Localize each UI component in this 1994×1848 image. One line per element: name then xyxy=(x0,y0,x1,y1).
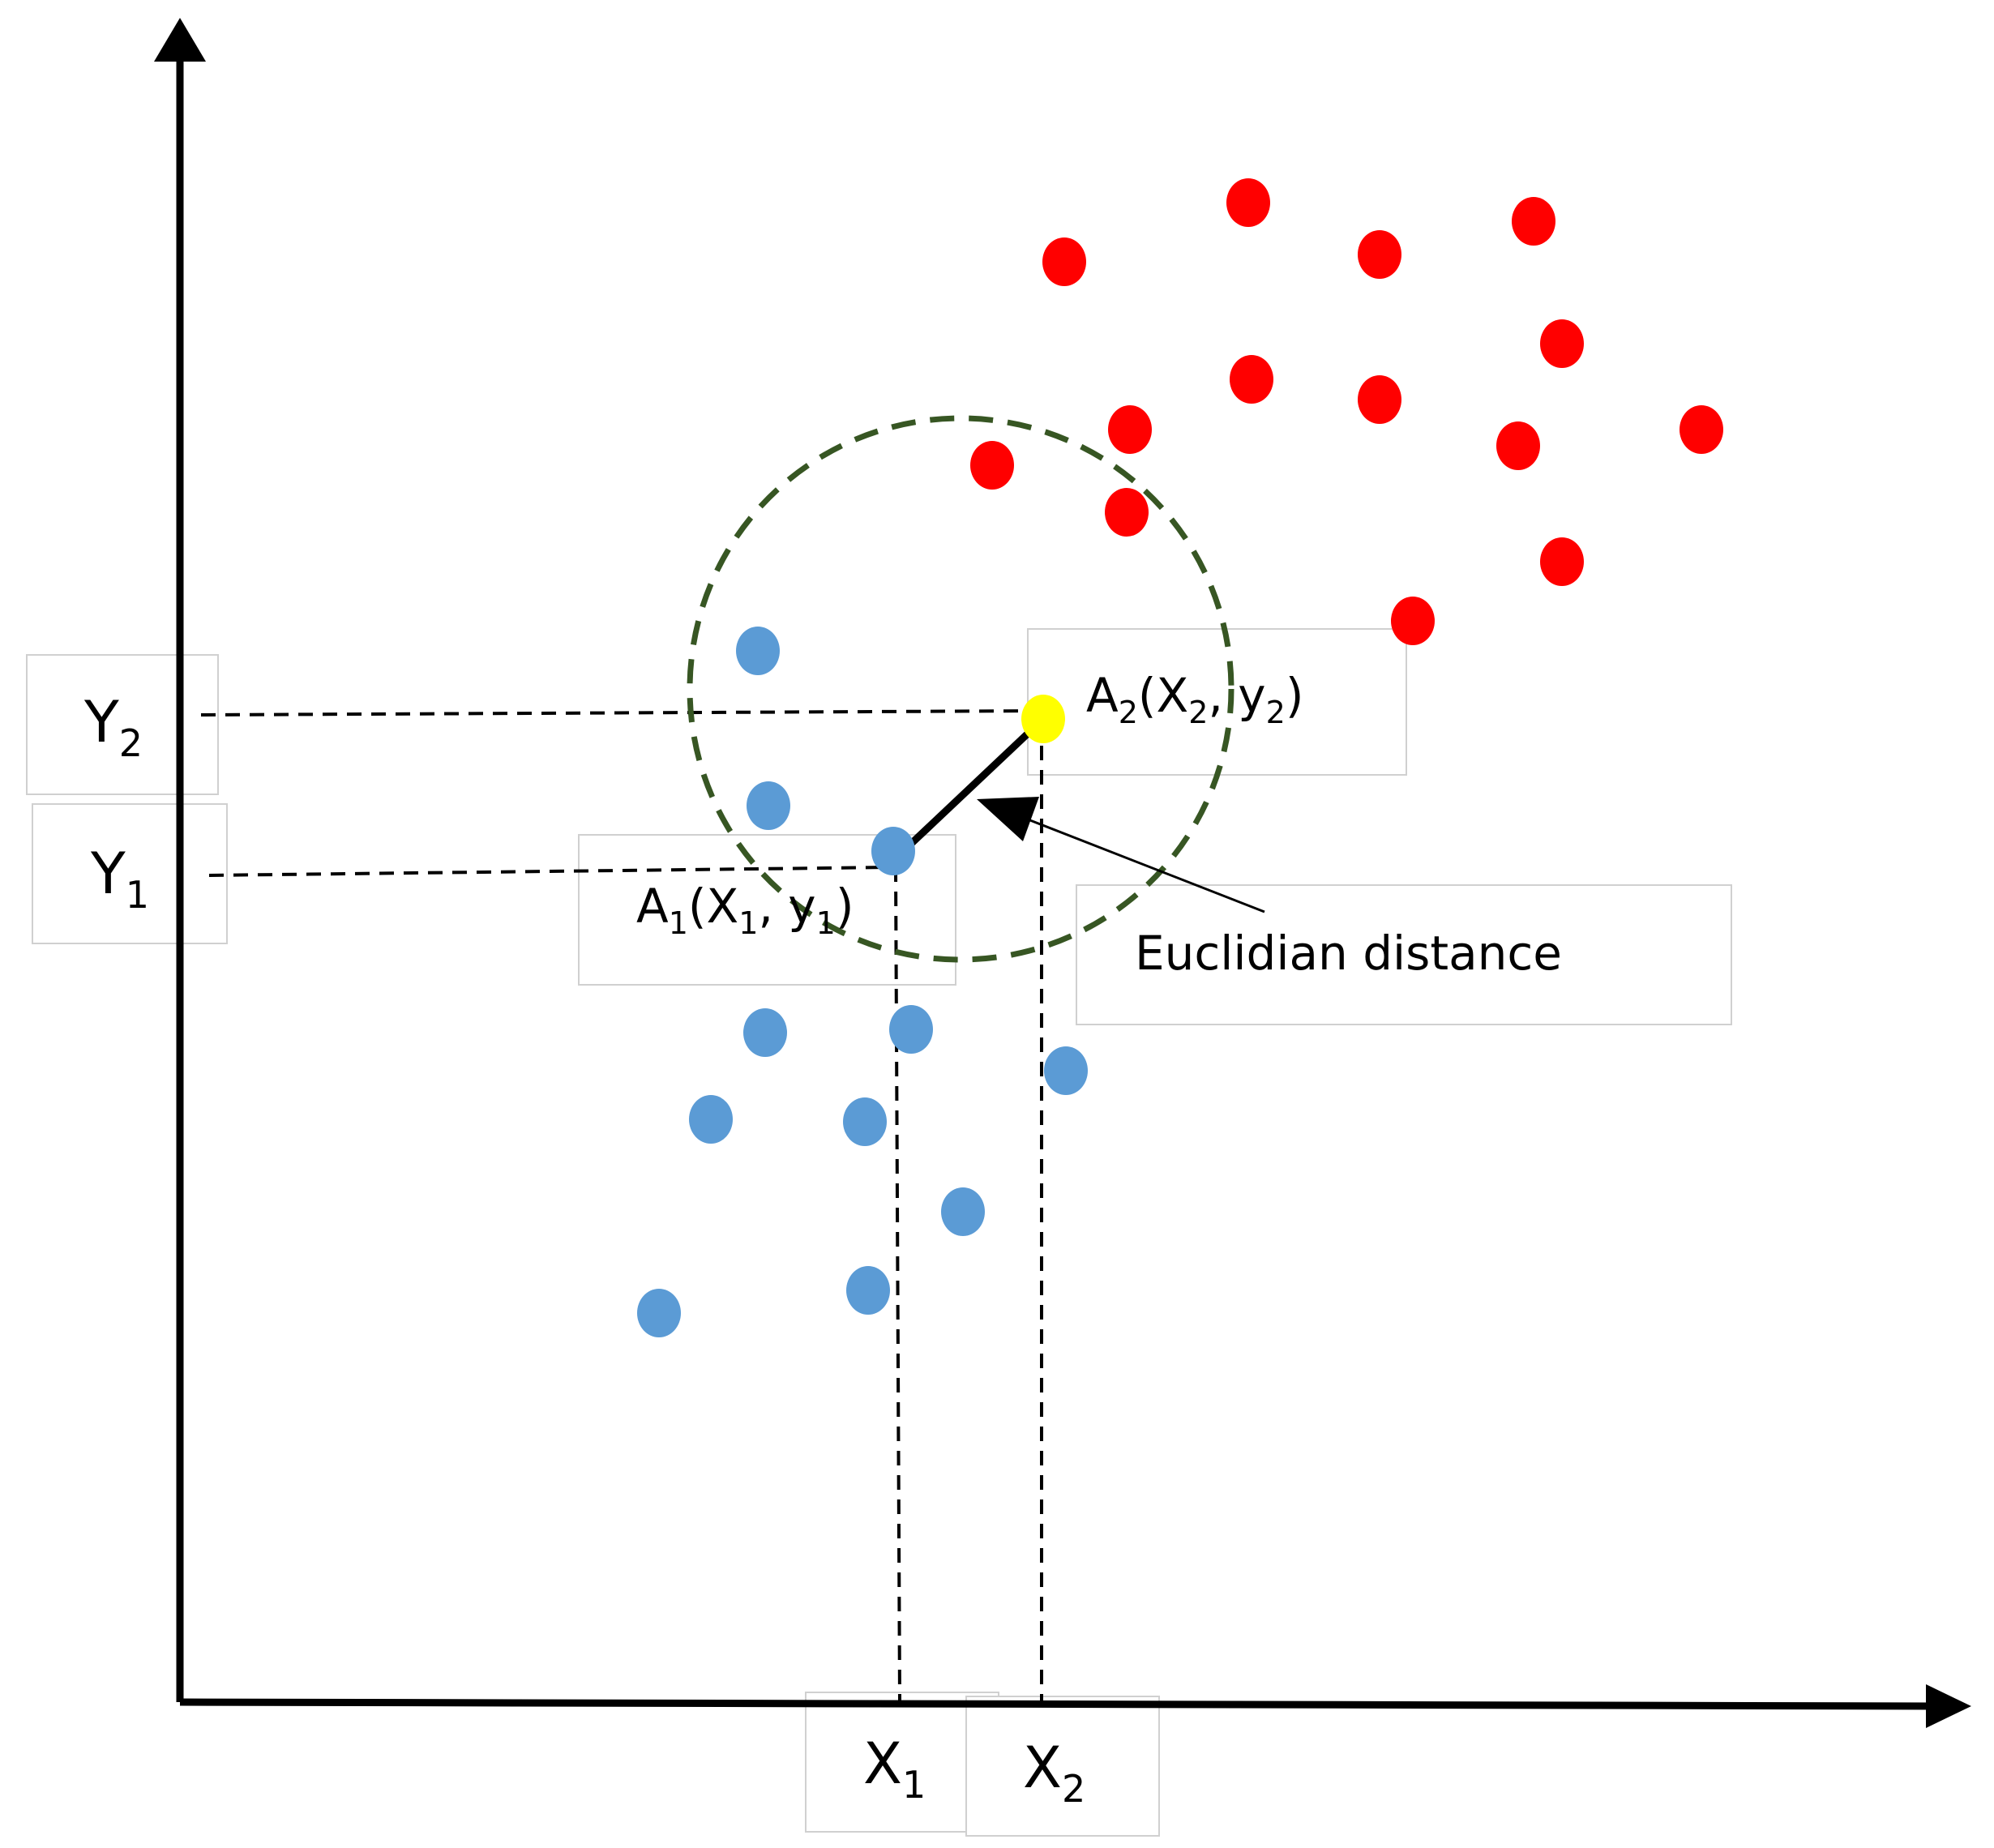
red-point xyxy=(1496,421,1540,470)
neighborhood-circle xyxy=(687,415,1234,963)
red-point xyxy=(1512,197,1555,246)
red-point xyxy=(1042,237,1086,286)
red-point xyxy=(1679,405,1723,454)
distance-label-box xyxy=(1076,884,1732,1025)
blue-point xyxy=(743,1008,787,1057)
red-point xyxy=(1230,355,1273,404)
euclidean-distance-segment xyxy=(909,730,1031,846)
point-a2 xyxy=(1021,695,1065,743)
x2-label-box xyxy=(965,1696,1160,1837)
blue-point xyxy=(1044,1046,1088,1095)
red-point xyxy=(1391,597,1435,645)
x2-axis-label: X2 xyxy=(1023,1735,1085,1811)
a2-label-box xyxy=(1027,628,1407,776)
y1-label-box xyxy=(32,803,228,944)
x1-axis-label: X1 xyxy=(863,1730,926,1807)
y2-label-box xyxy=(26,654,219,795)
red-point xyxy=(1540,319,1584,368)
blue-point xyxy=(846,1266,890,1315)
euclidean-distance-label: Euclidian distance xyxy=(1135,926,1562,981)
distance-pointer-line xyxy=(1019,815,1265,913)
blue-point xyxy=(736,627,780,675)
blue-point xyxy=(637,1289,681,1337)
projection-lines xyxy=(200,709,1043,1703)
point-a2-label: A2(X2, y2) xyxy=(1086,668,1303,730)
blue-class-points xyxy=(637,627,1088,1337)
red-point xyxy=(1108,405,1152,454)
red-point xyxy=(1358,375,1401,424)
red-class-points xyxy=(970,178,1723,645)
y2-axis-label: Y2 xyxy=(83,689,143,765)
y-axis-arrowhead xyxy=(154,18,206,62)
point-a1 xyxy=(871,827,915,875)
y1-axis-label: Y1 xyxy=(90,841,149,917)
red-point xyxy=(1226,178,1270,227)
red-point xyxy=(1540,537,1584,586)
point-a1-label: A1(X1, y1) xyxy=(636,879,854,941)
blue-point xyxy=(689,1095,733,1144)
red-point xyxy=(970,441,1014,490)
red-point xyxy=(1358,230,1401,279)
red-point xyxy=(1105,488,1149,537)
distance-pointer-arrowhead xyxy=(977,797,1039,841)
x1-projection-line xyxy=(894,866,901,1703)
x-axis-arrowhead xyxy=(1926,1684,1971,1728)
x-axis xyxy=(179,1698,1942,1710)
blue-point xyxy=(889,1005,933,1054)
blue-point xyxy=(941,1187,985,1236)
blue-point xyxy=(843,1097,887,1146)
blue-point xyxy=(747,781,790,830)
y1-projection-line xyxy=(208,866,892,877)
y2-projection-line xyxy=(200,709,1037,717)
